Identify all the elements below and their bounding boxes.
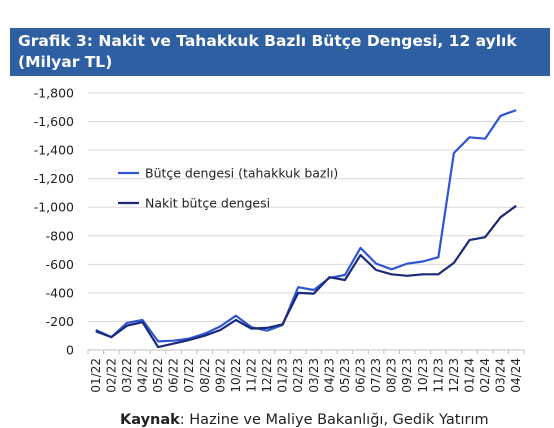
series-line-2 <box>95 204 517 349</box>
y-tick-label: -200 <box>46 314 74 329</box>
x-tick-label: 02/22 <box>104 358 118 393</box>
x-tick-label: 06/22 <box>167 358 181 393</box>
x-tick-label: 05/22 <box>151 358 165 393</box>
source-note: Kaynak: Hazine ve Maliye Bakanlığı, Gedi… <box>120 412 489 428</box>
x-tick-label: 04/23 <box>322 358 336 393</box>
y-tick-label: -400 <box>46 285 74 300</box>
x-tick-label: 04/24 <box>509 358 523 393</box>
chart-title: Grafik 3: Nakit ve Tahakkuk Bazlı Bütçe … <box>18 32 517 71</box>
x-tick-label: 06/23 <box>354 358 368 393</box>
y-tick-label: -800 <box>46 228 74 243</box>
x-tick-label: 03/24 <box>494 358 508 393</box>
x-tick-label: 03/22 <box>120 358 134 393</box>
x-tick-label: 11/22 <box>245 358 259 393</box>
x-tick-label: 10/23 <box>416 358 430 393</box>
x-tick-label: 09/23 <box>400 358 414 393</box>
x-tick-label: 12/23 <box>447 358 461 393</box>
x-tick-label: 12/22 <box>260 358 274 393</box>
source-label: Kaynak <box>120 412 180 428</box>
x-tick-label: 01/23 <box>276 358 290 393</box>
x-tick-label: 07/23 <box>369 358 383 393</box>
x-tick-label: 10/22 <box>229 358 243 393</box>
x-tick-label: 02/23 <box>291 358 305 393</box>
x-tick-label: 01/24 <box>463 358 477 393</box>
y-tick-label: -1,200 <box>34 171 74 186</box>
x-tick-label: 09/22 <box>213 358 227 393</box>
chart-header: Grafik 3: Nakit ve Tahakkuk Bazlı Bütçe … <box>10 28 550 76</box>
y-tick-label: -1,400 <box>34 143 74 158</box>
x-tick-label: 08/22 <box>198 358 212 393</box>
x-tick-label: 11/23 <box>431 358 445 393</box>
y-tick-label: -1,000 <box>34 200 74 215</box>
y-tick-label: -1,800 <box>34 86 74 101</box>
y-tick-label: -1,600 <box>34 114 74 129</box>
legend-label-2: Nakit bütçe dengesi <box>145 196 270 211</box>
series-line-1 <box>95 109 517 343</box>
x-tick-label: 07/22 <box>182 358 196 393</box>
y-tick-label: -600 <box>46 257 74 272</box>
legend-label-1: Bütçe dengesi (tahakkuk bazlı) <box>145 166 338 181</box>
x-tick-label: 01/22 <box>89 358 103 393</box>
x-tick-label: 02/24 <box>478 358 492 393</box>
x-tick-label: 03/23 <box>307 358 321 393</box>
y-tick-label: 0 <box>66 343 74 358</box>
source-text: : Hazine ve Maliye Bakanlığı, Gedik Yatı… <box>179 412 489 428</box>
x-tick-label: 04/22 <box>136 358 150 393</box>
x-tick-label: 08/23 <box>385 358 399 393</box>
x-tick-label: 05/23 <box>338 358 352 393</box>
